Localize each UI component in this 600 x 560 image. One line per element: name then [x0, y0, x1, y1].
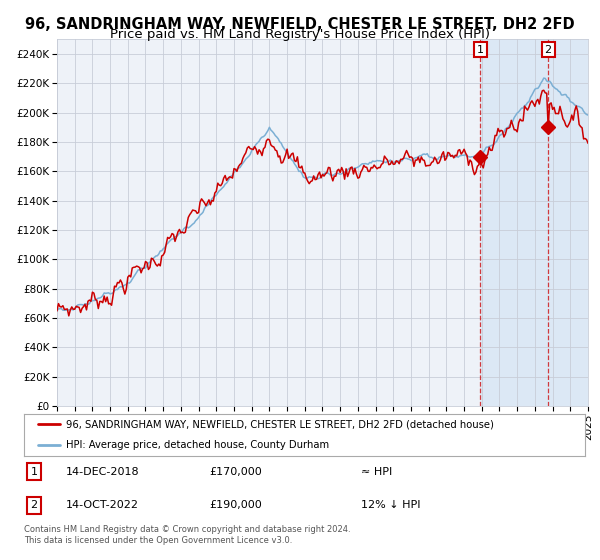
Text: ≈ HPI: ≈ HPI	[361, 466, 392, 477]
Text: 1: 1	[31, 466, 38, 477]
Text: HPI: Average price, detached house, County Durham: HPI: Average price, detached house, Coun…	[66, 440, 329, 450]
Text: Price paid vs. HM Land Registry's House Price Index (HPI): Price paid vs. HM Land Registry's House …	[110, 28, 490, 41]
Bar	[481, 39, 588, 406]
Text: 14-OCT-2022: 14-OCT-2022	[66, 501, 139, 510]
Text: 12% ↓ HPI: 12% ↓ HPI	[361, 501, 420, 510]
Text: £170,000: £170,000	[209, 466, 262, 477]
Text: 96, SANDRINGHAM WAY, NEWFIELD, CHESTER LE STREET, DH2 2FD (detached house): 96, SANDRINGHAM WAY, NEWFIELD, CHESTER L…	[66, 419, 494, 429]
Text: £190,000: £190,000	[209, 501, 262, 510]
Text: Contains HM Land Registry data © Crown copyright and database right 2024.
This d: Contains HM Land Registry data © Crown c…	[24, 525, 350, 545]
Text: 2: 2	[31, 501, 38, 510]
Text: 1: 1	[477, 45, 484, 55]
Text: 96, SANDRINGHAM WAY, NEWFIELD, CHESTER LE STREET, DH2 2FD: 96, SANDRINGHAM WAY, NEWFIELD, CHESTER L…	[25, 17, 575, 32]
Text: 2: 2	[545, 45, 552, 55]
Text: 14-DEC-2018: 14-DEC-2018	[66, 466, 140, 477]
